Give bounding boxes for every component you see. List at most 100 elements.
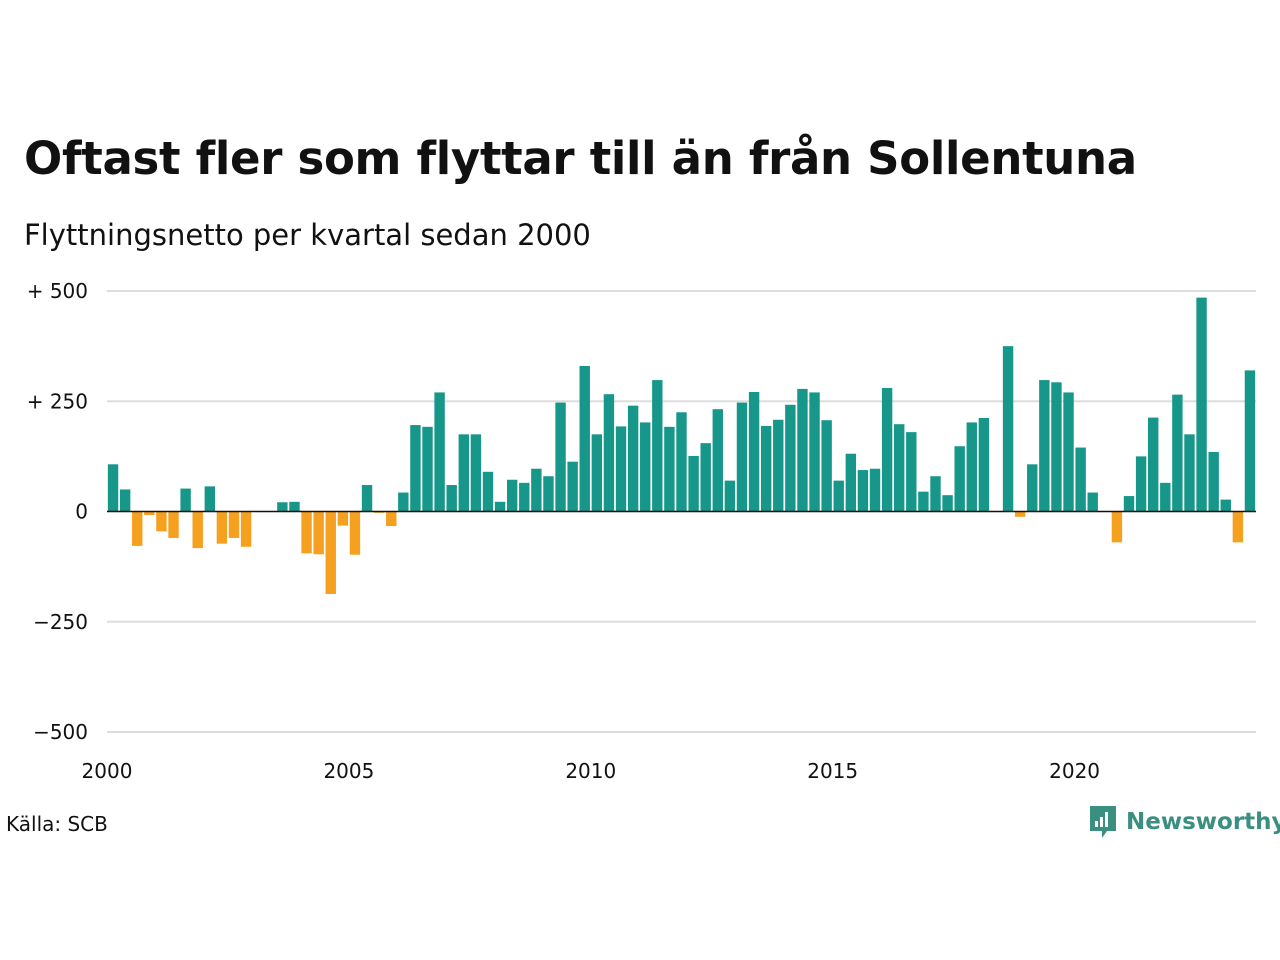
y-tick-label: + 500 [27, 279, 88, 303]
bar [228, 511, 240, 538]
bar [748, 391, 760, 512]
bar [519, 482, 530, 512]
y-tick-label: + 250 [27, 389, 88, 413]
bar [918, 491, 929, 512]
y-tick-label: −500 [33, 720, 88, 744]
bar [119, 489, 131, 512]
newsworthy-logo-icon [1090, 806, 1116, 838]
bar [277, 502, 288, 512]
bar-chart: + 500 + 250 0 −250 −500 2000 2005 2010 2015 2020 [27, 279, 1256, 783]
bar [494, 501, 506, 512]
bar [1051, 382, 1062, 512]
bar [821, 420, 832, 512]
bar [180, 488, 191, 512]
bar [700, 443, 711, 512]
bar [966, 422, 977, 512]
bar [640, 422, 651, 512]
bar [506, 479, 518, 512]
bar [482, 471, 494, 512]
bar [603, 394, 615, 512]
y-tick-label: 0 [75, 500, 88, 524]
bar [349, 511, 361, 555]
bar [289, 501, 300, 512]
bar [736, 402, 748, 512]
bar [301, 511, 312, 554]
bar [192, 511, 203, 549]
chart-title: Oftast fler som flyttar till än från Sol… [24, 132, 1137, 185]
bar [361, 485, 373, 512]
bar [434, 392, 445, 512]
bar [591, 434, 603, 512]
bar [531, 468, 542, 512]
bar [1002, 346, 1014, 512]
bar [833, 480, 844, 512]
bar [386, 511, 397, 527]
bar [107, 464, 119, 512]
bar [978, 418, 990, 512]
bar [627, 405, 639, 512]
bar [857, 470, 869, 512]
bar [168, 511, 179, 538]
bar [652, 380, 663, 512]
bar [845, 453, 857, 512]
bar [809, 392, 820, 512]
bar [313, 511, 324, 555]
x-tick-label: 2010 [565, 759, 616, 783]
bar [470, 434, 482, 512]
bar [543, 476, 554, 512]
bar [446, 485, 457, 512]
bar [1184, 434, 1195, 512]
bar [1039, 380, 1050, 512]
bar [906, 432, 917, 512]
bar [1063, 392, 1074, 512]
bar [1027, 464, 1038, 512]
bar [325, 511, 336, 594]
brand-logo: Newsworthy [1088, 804, 1280, 840]
bar [337, 511, 349, 526]
x-tick-label: 2000 [82, 759, 133, 783]
brand-name: Newsworthy [1126, 809, 1280, 835]
bar [954, 446, 965, 512]
x-tick-label: 2015 [807, 759, 858, 783]
y-tick-label: −250 [33, 610, 88, 634]
bar [1196, 297, 1207, 512]
source-note: Källa: SCB [6, 812, 108, 836]
bar [869, 468, 881, 512]
bar [797, 388, 808, 512]
bar [1160, 482, 1171, 512]
bar [664, 426, 675, 512]
bar [398, 492, 409, 512]
bar [1123, 496, 1135, 512]
bar [1220, 499, 1231, 512]
bar [458, 434, 469, 512]
bar [240, 511, 252, 547]
bar [156, 511, 167, 532]
bar [615, 426, 627, 512]
bar [422, 426, 433, 512]
bar [785, 404, 796, 512]
bar [204, 486, 215, 512]
bar [410, 425, 421, 512]
bar [676, 412, 687, 512]
bar [1147, 417, 1159, 512]
bar [894, 424, 905, 512]
bar [1135, 456, 1147, 512]
bar [773, 419, 784, 512]
bar [216, 511, 228, 544]
bar [930, 476, 941, 512]
x-tick-label: 2005 [323, 759, 374, 783]
bar [942, 495, 953, 512]
bar [688, 455, 699, 512]
bar [1232, 511, 1244, 543]
bar [881, 388, 893, 512]
bar [712, 409, 723, 512]
bar [760, 425, 772, 512]
bar [555, 402, 566, 512]
bar [1075, 447, 1086, 512]
x-tick-label: 2020 [1049, 759, 1100, 783]
bar [1087, 492, 1098, 512]
chart-subtitle: Flyttningsnetto per kvartal sedan 2000 [24, 218, 591, 252]
bar [144, 511, 155, 516]
bar [1111, 511, 1123, 543]
bar [724, 480, 736, 512]
